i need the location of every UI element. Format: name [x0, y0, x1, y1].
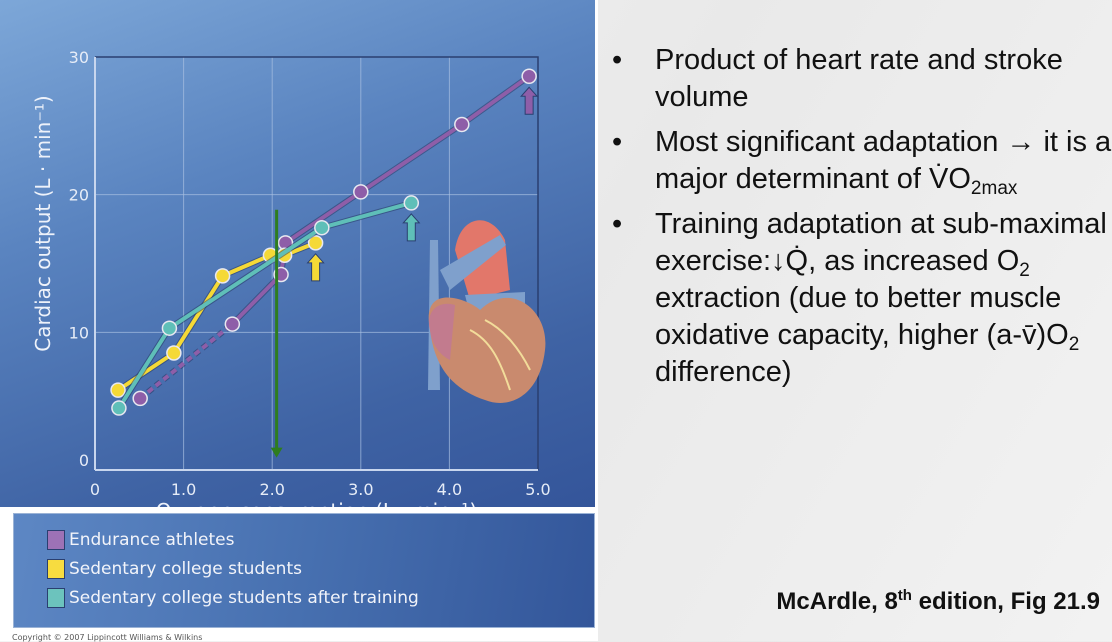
subscript: 2: [1068, 334, 1080, 355]
figure: 0 1.0 2.0 3.0 4.0 5.0 0 10 20 30 Oxygen consumptio…: [0, 0, 595, 642]
bullet-item: • Product of heart rate and stroke volume: [612, 42, 1112, 116]
copyright: Copyright © 2007 Lippincott Williams & W…: [12, 633, 203, 642]
x-tick-label: 4.0: [437, 480, 462, 499]
legend-swatch: [47, 588, 65, 608]
atrium: [429, 303, 455, 360]
bullet-text: extraction (due to better muscle oxidati…: [655, 282, 1069, 351]
legend-swatch: [47, 530, 65, 550]
x-tick-label: 5.0: [525, 480, 550, 499]
y-axis-label: Cardiac output (L · min⁻¹): [31, 95, 55, 351]
data-point: [214, 268, 231, 284]
cardiac-output-chart: 0 1.0 2.0 3.0 4.0 5.0 0 10 20 30 Oxygen consumptio…: [31, 48, 551, 523]
bullet-list: • Product of heart rate and stroke volume…: [612, 42, 1112, 399]
series-line-segment: [221, 253, 272, 278]
data-point: [454, 116, 470, 133]
data-point: [314, 219, 330, 236]
max-arrow-icon: [402, 213, 421, 242]
x-tick-label: 3.0: [348, 480, 373, 499]
data-point: [353, 184, 369, 200]
series-line-segment: [359, 122, 463, 194]
x-tick-label: 0: [90, 480, 100, 499]
bullet: •: [612, 126, 623, 158]
legend: Endurance athletes Sedentary college stu…: [13, 513, 595, 628]
chart-panel: 0 1.0 2.0 3.0 4.0 5.0 0 10 20 30 Oxygen consumptio…: [0, 0, 595, 523]
bullet: •: [612, 44, 623, 76]
series-line-segment: [172, 274, 225, 355]
citation-text: edition, Fig 21.9: [911, 588, 1100, 615]
bullet-text: difference): [655, 356, 792, 388]
data-point: [111, 400, 127, 416]
x-tick-label: 2.0: [259, 480, 284, 499]
arrow-down-icon: [270, 447, 283, 458]
y-tick-label: 20: [69, 186, 89, 205]
heart-illustration: [428, 220, 546, 403]
citation-text: McArdle, 8: [776, 588, 898, 615]
legend-item-sedentary: Sedentary college students: [47, 558, 302, 580]
coronary-vessels: [469, 319, 531, 391]
x-axis-label: Oxygen consumption (L · min⁻¹): [156, 499, 477, 507]
bullet-text: Most significant adaptation → it is a ma…: [655, 126, 1112, 195]
data-point: [307, 235, 324, 251]
y-tick-label: 0: [79, 451, 89, 470]
data-point: [166, 345, 182, 361]
series-line-segment: [230, 273, 283, 326]
superscript: th: [897, 587, 912, 604]
bullet: •: [612, 208, 623, 240]
heart-body: [428, 297, 546, 403]
data-point: [110, 382, 126, 398]
subscript: 2max: [970, 178, 1018, 199]
max-arrow-icon: [306, 253, 325, 282]
legend-label: Sedentary college students: [69, 559, 302, 579]
series-line-segment: [116, 351, 175, 392]
series-line-segment: [321, 200, 412, 230]
series-line-segment: [284, 190, 362, 245]
bullet-item: • Most significant adaptation → it is a m…: [612, 124, 1112, 198]
data-point: [161, 320, 178, 336]
data-point: [521, 68, 537, 85]
bullet-text: Product of heart rate and stroke volume: [655, 44, 1063, 113]
bullet-item: • Training adaptation at sub-maximal exer…: [612, 206, 1112, 391]
data-point: [403, 195, 420, 211]
legend-item-trained: Sedentary college students after trainin…: [47, 587, 419, 609]
bullet-text: Training adaptation at sub-maximal exerc…: [655, 208, 1107, 277]
max-arrow-icon: [520, 86, 539, 115]
data-point: [224, 316, 241, 332]
legend-item-endurance: Endurance athletes: [47, 529, 235, 551]
subscript: 2: [1019, 260, 1030, 281]
vessel: [440, 235, 506, 290]
x-tick-label: 1.0: [171, 480, 196, 499]
series-line-segment: [460, 74, 531, 127]
y-tick-label: 10: [69, 323, 89, 342]
legend-label: Endurance athletes: [69, 530, 235, 550]
series-line-segment: [168, 226, 323, 330]
legend-label: Sedentary college students after trainin…: [69, 588, 419, 608]
series-line-segment: [117, 327, 172, 410]
data-point: [132, 390, 148, 407]
legend-swatch: [47, 559, 65, 579]
citation: McArdle, 8th edition, Fig 21.9: [776, 588, 1100, 616]
y-tick-label: 30: [69, 48, 89, 67]
